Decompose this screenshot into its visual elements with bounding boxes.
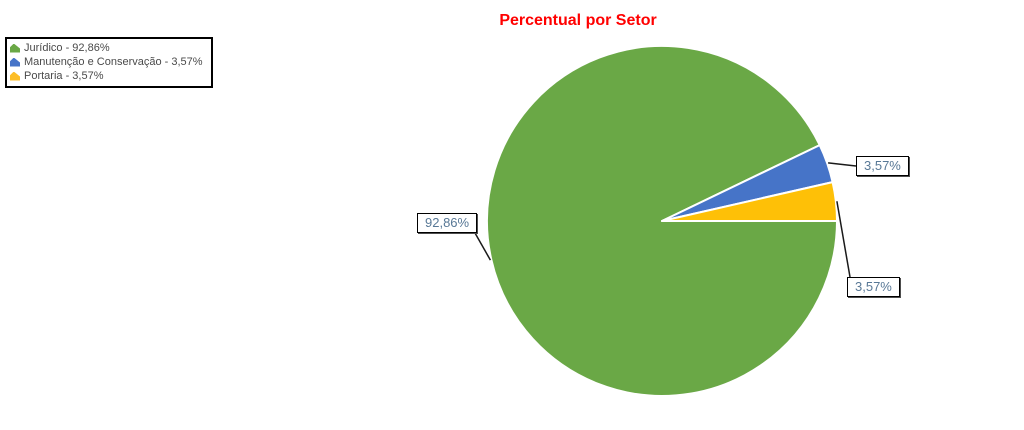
legend-marker-icon <box>10 57 20 67</box>
callout-label-juridico: 92,86% <box>417 213 478 233</box>
legend-item-portaria: Portaria - 3,57% <box>10 69 203 83</box>
chart-title: Percentual por Setor <box>499 12 657 29</box>
callout-line-manutencao-e-conservacao <box>828 162 857 167</box>
legend: Jurídico - 92,86% Manutenção e Conservaçã… <box>5 37 213 88</box>
callout-line-portaria <box>836 201 851 278</box>
callout-line-juridico <box>474 232 492 261</box>
legend-item-label: Manutenção e Conservação - 3,57% <box>24 56 203 68</box>
callout-label-manutencao: 3,57% <box>856 156 909 176</box>
legend-item-label: Jurídico - 92,86% <box>24 42 110 54</box>
legend-marker-icon <box>10 71 20 81</box>
legend-item-manutencao-e-conservacao: Manutenção e Conservação - 3,57% <box>10 55 203 69</box>
pie-slice-portaria <box>661 181 838 222</box>
legend-item-juridico: Jurídico - 92,86% <box>10 41 203 55</box>
legend-marker-icon <box>10 43 20 53</box>
legend-item-label: Portaria - 3,57% <box>24 70 104 82</box>
callout-label-portaria: 3,57% <box>847 277 900 297</box>
